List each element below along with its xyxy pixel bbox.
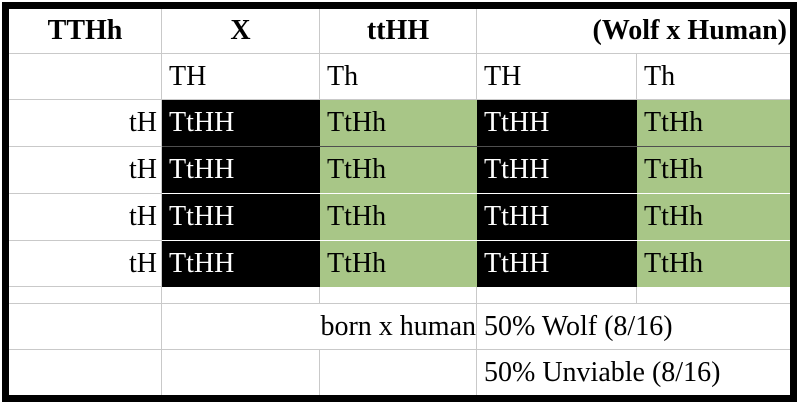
cell-offspring-hybrid[interactable]: TtHh bbox=[637, 147, 790, 194]
cell-row-gamete[interactable]: tH bbox=[9, 241, 162, 287]
empty-cell[interactable] bbox=[162, 287, 320, 304]
cell-offspring-wolf[interactable]: TtHH bbox=[162, 241, 320, 287]
empty-cell[interactable] bbox=[320, 287, 477, 304]
empty-cell[interactable] bbox=[637, 287, 790, 304]
cell-parent1-genotype[interactable]: TTHh bbox=[9, 9, 162, 54]
empty-cell[interactable] bbox=[9, 304, 162, 350]
cell-gamete-col-4[interactable]: Th bbox=[637, 54, 790, 100]
cell-row-gamete[interactable]: tH bbox=[9, 100, 162, 147]
cell-summary-unviable-ratio[interactable]: 50% Unviable (8/16) bbox=[484, 356, 721, 388]
cell-offspring-hybrid[interactable]: TtHh bbox=[637, 241, 790, 287]
empty-cell[interactable] bbox=[9, 54, 162, 100]
empty-cell[interactable] bbox=[162, 350, 320, 395]
cell-gamete-col-2[interactable]: Th bbox=[320, 54, 477, 100]
cell-row-gamete[interactable]: tH bbox=[9, 147, 162, 194]
cell-offspring-wolf[interactable]: TtHH bbox=[162, 100, 320, 147]
empty-cell[interactable] bbox=[9, 350, 162, 395]
cell-cross-note[interactable]: (Wolf x Human) bbox=[477, 9, 790, 54]
empty-cell[interactable] bbox=[320, 350, 477, 395]
cell-offspring-hybrid[interactable]: TtHh bbox=[637, 100, 790, 147]
cell-offspring-wolf[interactable]: TtHH bbox=[477, 241, 637, 287]
cell-offspring-hybrid[interactable]: TtHh bbox=[320, 194, 477, 241]
cell-offspring-wolf[interactable]: TtHH bbox=[162, 194, 320, 241]
cell-summary-wolf-ratio[interactable]: 50% Wolf (8/16) bbox=[477, 304, 790, 350]
cell-offspring-hybrid[interactable]: TtHh bbox=[320, 241, 477, 287]
cell-offspring-wolf[interactable]: TtHH bbox=[477, 147, 637, 194]
cell-summary-cross-note[interactable]: born x human bbox=[162, 304, 477, 350]
cell-offspring-wolf[interactable]: TtHH bbox=[477, 100, 637, 147]
empty-cell[interactable] bbox=[477, 287, 637, 304]
cell-gamete-col-3[interactable]: TH bbox=[477, 54, 637, 100]
cell-parent2-genotype[interactable]: ttHH bbox=[320, 9, 477, 54]
empty-cell[interactable] bbox=[9, 287, 162, 304]
cell-gamete-col-1[interactable]: TH bbox=[162, 54, 320, 100]
cell-offspring-hybrid[interactable]: TtHh bbox=[320, 147, 477, 194]
cell-offspring-wolf[interactable]: TtHH bbox=[477, 194, 637, 241]
cell-cross-symbol[interactable]: X bbox=[162, 9, 320, 54]
cell-offspring-hybrid[interactable]: TtHh bbox=[637, 194, 790, 241]
cell-row-gamete[interactable]: tH bbox=[9, 194, 162, 241]
cell-offspring-hybrid[interactable]: TtHh bbox=[320, 100, 477, 147]
cell-offspring-wolf[interactable]: TtHH bbox=[162, 147, 320, 194]
